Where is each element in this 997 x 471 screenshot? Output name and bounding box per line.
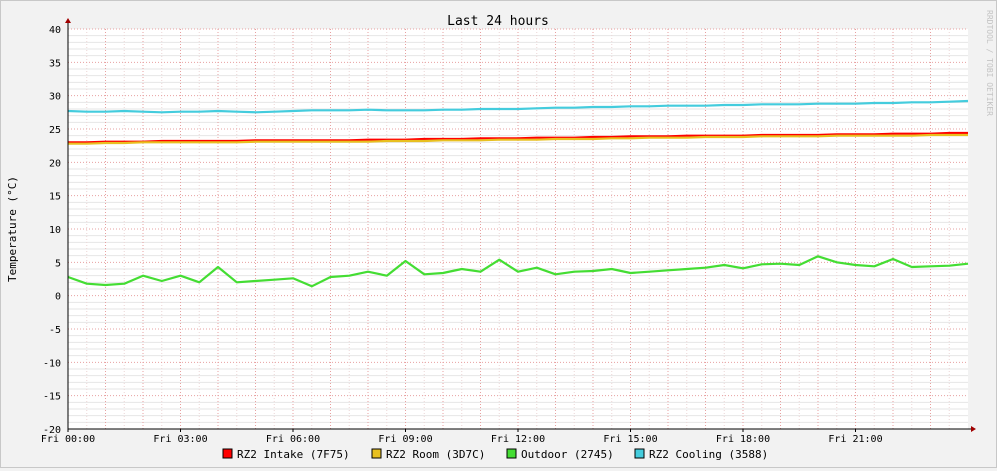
x-axis-arrow-icon [971, 426, 976, 432]
watermark: RRDTOOL / TOBI OETIKER [985, 10, 994, 116]
y-tick-label: -10 [43, 358, 61, 369]
x-tick-labels: Fri 00:00 Fri 03:00 Fri 06:00 Fri 09:00 Fri … [41, 429, 883, 445]
series-line-3 [67, 99, 969, 114]
series-lines [67, 99, 969, 288]
y-tick-label: 20 [49, 158, 61, 169]
x-tick-label: Fri 06:00 [266, 434, 320, 445]
legend-label: RZ2 Room (3D7C) [386, 448, 485, 461]
y-tick-label: 40 [49, 25, 61, 36]
legend-swatch [222, 448, 233, 459]
legend-swatch [634, 448, 645, 459]
axes [65, 18, 976, 432]
x-tick-label: Fri 18:00 [716, 434, 770, 445]
y-tick-labels: -20 -15 -10 -5 0 5 10 15 20 25 30 35 40 [43, 25, 61, 436]
legend-label: RZ2 Cooling (3588) [649, 448, 768, 461]
x-tick-label: Fri 12:00 [491, 434, 545, 445]
legend-label: Outdoor (2745) [521, 448, 614, 461]
y-tick-label: -20 [43, 425, 61, 436]
y-tick-label: 15 [49, 192, 61, 203]
y-axis-arrow-icon [65, 18, 71, 23]
legend: RZ2 Intake (7F75) RZ2 Room (3D7C) Outdoor … [222, 448, 768, 461]
y-tick-label: -15 [43, 392, 61, 403]
grid [68, 28, 968, 430]
x-tick-label: Fri 03:00 [153, 434, 207, 445]
series-line-0 [68, 131, 968, 144]
y-tick-label: 10 [49, 225, 61, 236]
legend-swatch [506, 448, 517, 459]
y-tick-label: 5 [55, 258, 61, 269]
x-tick-label: Fri 00:00 [41, 434, 95, 445]
series-line-1 [68, 133, 968, 145]
series-line-2 [67, 255, 969, 288]
y-tick-label: 35 [49, 58, 61, 69]
x-tick-label: Fri 09:00 [378, 434, 432, 445]
legend-label: RZ2 Intake (7F75) [237, 448, 350, 461]
y-tick-label: 25 [49, 125, 61, 136]
y-axis-label: Temperature (°C) [6, 176, 19, 282]
chart-title: Last 24 hours [447, 14, 549, 29]
x-tick-label: Fri 15:00 [603, 434, 657, 445]
legend-swatch [371, 448, 382, 459]
y-tick-label: 0 [55, 292, 61, 303]
y-tick-label: 30 [49, 92, 61, 103]
x-tick-label: Fri 21:00 [828, 434, 882, 445]
y-tick-label: -5 [49, 325, 61, 336]
